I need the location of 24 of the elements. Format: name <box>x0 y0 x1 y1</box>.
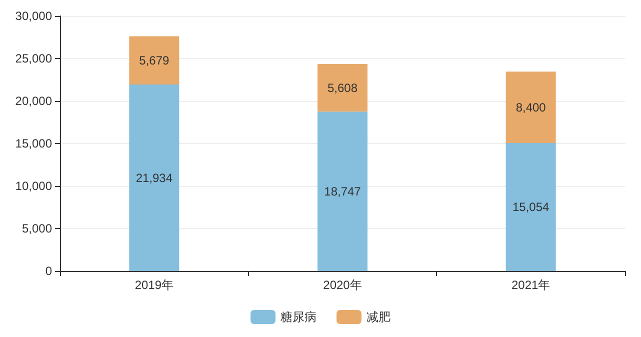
y-tick-label: 15,000 <box>15 136 52 150</box>
y-tick-label: 30,000 <box>15 9 52 23</box>
y-tick-label: 0 <box>45 264 52 278</box>
bar <box>506 143 556 271</box>
data-label: 15,054 <box>512 200 550 214</box>
x-tick-label: 2021年 <box>511 278 550 292</box>
y-tick-label: 20,000 <box>15 94 52 108</box>
bar <box>506 72 556 144</box>
x-tick-label: 2019年 <box>134 278 174 292</box>
bar <box>318 64 368 112</box>
data-label: 21,934 <box>136 170 173 185</box>
bar <box>129 84 180 271</box>
y-tick-label: 10,000 <box>15 179 52 193</box>
x-tick-label: 2020年 <box>323 278 362 292</box>
data-label: 18,747 <box>324 184 362 198</box>
data-label: 5,679 <box>139 53 170 68</box>
bar <box>318 112 368 271</box>
legend-label: 糖尿病 <box>280 310 316 324</box>
data-label: 5,608 <box>327 80 358 95</box>
data-label: 8,400 <box>516 100 546 114</box>
legend-label: 减肥 <box>366 310 390 324</box>
y-tick-label: 5,000 <box>22 222 52 236</box>
y-tick-label: 25,000 <box>15 52 52 66</box>
bar <box>129 36 180 85</box>
